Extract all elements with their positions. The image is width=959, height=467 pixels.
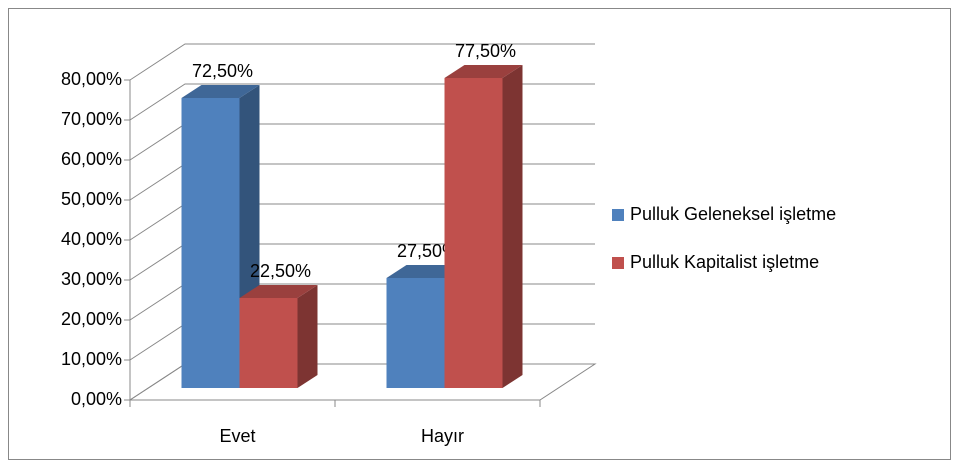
bar-top: [239, 285, 318, 298]
legend-label: Pulluk Kapitalist işletme: [630, 252, 819, 272]
legend-swatch: [612, 209, 624, 221]
bar: [181, 98, 240, 388]
y-tick-label: 50,00%: [61, 189, 122, 209]
y-tick-label: 30,00%: [61, 269, 122, 289]
grid-line: [129, 43, 595, 81]
legend-label: Pulluk Geleneksel işletme: [630, 204, 836, 224]
y-tick-label: 20,00%: [61, 309, 122, 329]
bar-top: [181, 85, 260, 98]
bar: [239, 298, 298, 388]
y-tick-label: 70,00%: [61, 109, 122, 129]
x-tick-label: Hayır: [421, 426, 464, 446]
legend-swatch: [612, 257, 624, 269]
y-tick-label: 60,00%: [61, 149, 122, 169]
data-label: 22,50%: [250, 261, 311, 281]
x-tick-label: Evet: [219, 426, 255, 446]
y-tick-label: 80,00%: [61, 69, 122, 89]
bar-top: [444, 65, 523, 78]
bar: [444, 78, 503, 388]
data-label: 72,50%: [192, 61, 253, 81]
bar-side: [502, 65, 523, 388]
y-tick-label: 0,00%: [71, 389, 122, 409]
data-label: 27,50%: [397, 241, 458, 261]
y-tick-label: 40,00%: [61, 229, 122, 249]
y-tick-label: 10,00%: [61, 349, 122, 369]
data-label: 77,50%: [455, 41, 516, 61]
bar: [386, 278, 445, 388]
bar-side: [297, 285, 318, 388]
